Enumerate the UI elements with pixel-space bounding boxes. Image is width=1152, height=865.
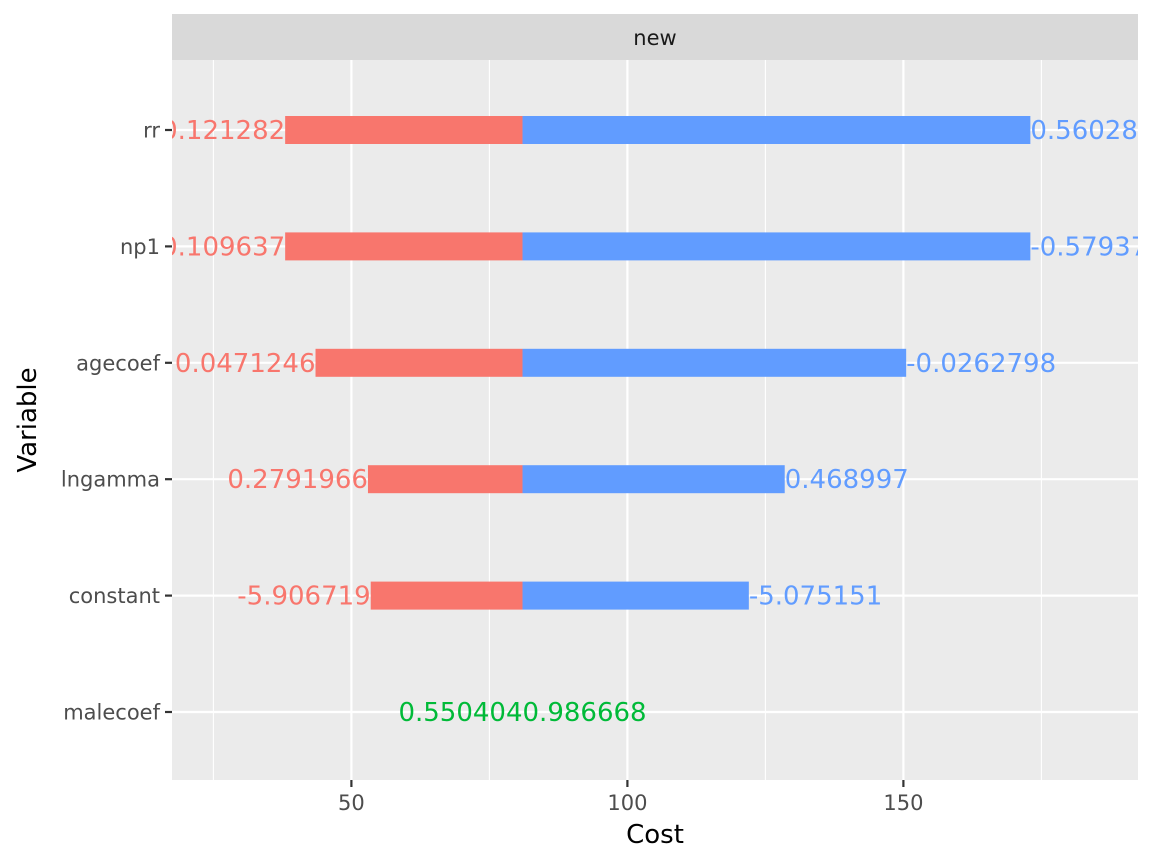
bar-rr-high bbox=[522, 116, 1031, 144]
bar-lngamma-high bbox=[522, 465, 785, 494]
bar-value-label-malecoef: 0.5504040.986668 bbox=[398, 698, 646, 728]
x-tick-label: 150 bbox=[883, 791, 923, 815]
bar-agecoef-low bbox=[315, 348, 523, 377]
bar-value-label-rr: 0.121282 bbox=[161, 116, 285, 146]
panel-background bbox=[172, 60, 1138, 780]
bar-value-label-constant: -5.075151 bbox=[749, 582, 882, 612]
y-tick-label: agecoef bbox=[76, 351, 160, 375]
y-tick-label: constant bbox=[69, 584, 160, 608]
bar-value-label-np1: -0.57937 bbox=[1030, 232, 1147, 262]
bar-layer bbox=[285, 116, 1031, 610]
bar-lngamma-low bbox=[367, 465, 523, 494]
minor-gridlines bbox=[212, 60, 1042, 780]
bar-constant-high bbox=[522, 581, 749, 610]
x-tick-label: 50 bbox=[338, 791, 365, 815]
y-axis: rr np1 agecoef lngamma constant malecoef bbox=[61, 119, 172, 725]
y-tick-label: lngamma bbox=[61, 468, 160, 492]
bar-value-label-np1: 0.109637 bbox=[161, 232, 285, 262]
y-axis-title: Variable bbox=[13, 367, 43, 472]
bar-value-label-lngamma: 0.2791966 bbox=[227, 465, 368, 495]
x-axis-title: Cost bbox=[626, 820, 684, 850]
bar-constant-low bbox=[370, 581, 523, 610]
bar-value-label-constant: -5.906719 bbox=[237, 582, 370, 612]
bar-value-label-agecoef: 0.0471246 bbox=[175, 349, 316, 379]
facet-strip bbox=[172, 14, 1138, 60]
bar-label-layer: 0.121282 0.109637 0.0471246 0.2791966 -5.906… bbox=[161, 116, 1147, 728]
bar-agecoef-high bbox=[522, 348, 907, 377]
bar-value-label-agecoef: -0.0262798 bbox=[906, 349, 1056, 379]
bar-np1-high bbox=[522, 232, 1031, 261]
x-axis: 50 100 150 bbox=[338, 780, 923, 815]
y-tick-label: rr bbox=[143, 119, 160, 143]
bar-np1-low bbox=[285, 232, 523, 261]
bar-value-label-rr: 0.56028 bbox=[1030, 116, 1138, 146]
y-tick-label: np1 bbox=[120, 235, 160, 259]
x-tick-label: 100 bbox=[607, 791, 647, 815]
bar-rr-low bbox=[285, 116, 523, 144]
bar-value-label-lngamma: 0.468997 bbox=[785, 465, 909, 495]
y-tick-label: malecoef bbox=[63, 701, 160, 725]
facet-label: new bbox=[633, 26, 676, 50]
